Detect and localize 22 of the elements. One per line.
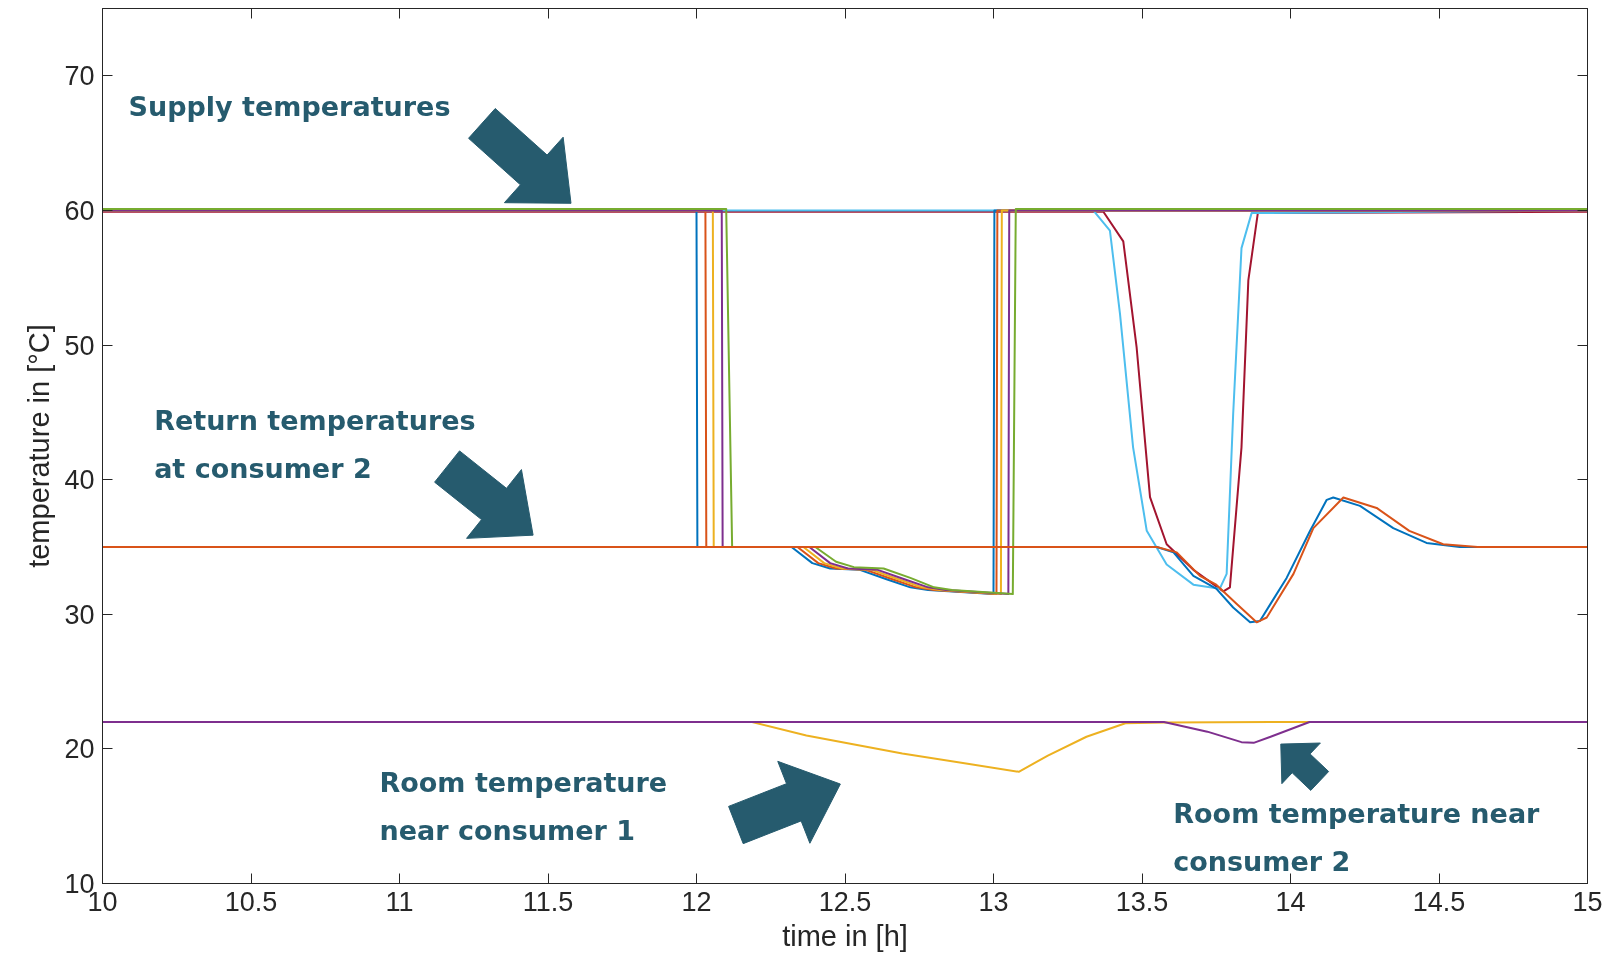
y-tick-label: 60: [64, 195, 95, 226]
y-tick-label: 40: [64, 465, 95, 496]
x-tick-label: 13: [978, 886, 1009, 917]
x-axis-title: time in [h]: [782, 919, 908, 952]
y-axis-title: temperature in [°C]: [23, 324, 56, 568]
annotation: Return temperatures at consumer 2: [154, 405, 476, 485]
y-tick-label: 30: [64, 599, 95, 630]
x-tick-label: 11.5: [522, 886, 574, 917]
annotation: Supply temperatures: [128, 90, 451, 122]
y-tick-label: 50: [64, 330, 95, 361]
x-tick-label: 10.5: [224, 886, 278, 917]
annotation: Room temperature near consumer 1: [379, 766, 668, 846]
y-tick-label: 70: [64, 61, 95, 92]
x-tick-label: 11: [385, 886, 414, 917]
y-tick-label: 20: [64, 734, 95, 765]
annotation: Room temperature near consumer 2: [1173, 798, 1541, 878]
x-tick-label: 13.5: [1115, 886, 1169, 917]
x-tick-label: 14: [1275, 886, 1306, 917]
x-tick-label: 14.5: [1412, 886, 1466, 917]
x-tick-label: 15: [1572, 886, 1603, 917]
x-tick-label: 12.5: [818, 886, 872, 917]
x-tick-label: 12: [681, 886, 712, 917]
